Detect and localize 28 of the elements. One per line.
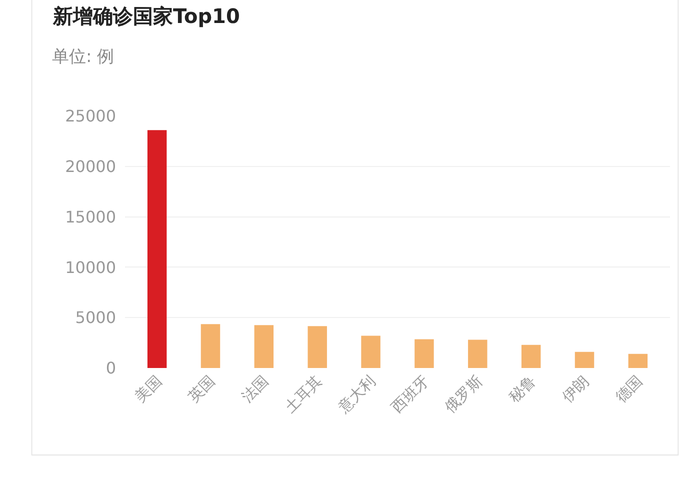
x-tick-label: 秘鲁 <box>505 372 540 406</box>
y-tick-label: 0 <box>106 358 116 378</box>
y-tick-label: 20000 <box>65 157 116 176</box>
bar <box>468 340 488 368</box>
y-tick-label: 10000 <box>65 258 116 277</box>
x-tick-label: 伊朗 <box>558 372 593 406</box>
bar <box>308 326 327 368</box>
bar <box>414 339 434 368</box>
bar <box>200 324 220 368</box>
x-tick-label: 意大利 <box>334 372 379 418</box>
bar <box>361 336 380 368</box>
bar <box>574 352 594 368</box>
y-tick-label: 5000 <box>75 308 116 328</box>
bar <box>254 325 274 368</box>
x-tick-label: 英国 <box>184 372 219 406</box>
x-tick-label: 西班牙 <box>388 372 432 416</box>
bar <box>147 130 167 368</box>
x-tick-label: 土耳其 <box>280 372 326 416</box>
chart-subtitle: 单位: 例 <box>52 47 114 67</box>
chart-title: 新增确诊国家Top10 <box>52 4 240 28</box>
y-tick-label: 25000 <box>65 106 116 126</box>
y-tick-label: 15000 <box>65 207 116 226</box>
bar <box>521 344 541 368</box>
x-tick-label: 美国 <box>131 372 166 406</box>
x-tick-label: 法国 <box>238 372 272 406</box>
x-tick-label: 俄罗斯 <box>441 372 486 416</box>
bar <box>628 354 648 368</box>
x-tick-label: 德国 <box>612 372 646 406</box>
